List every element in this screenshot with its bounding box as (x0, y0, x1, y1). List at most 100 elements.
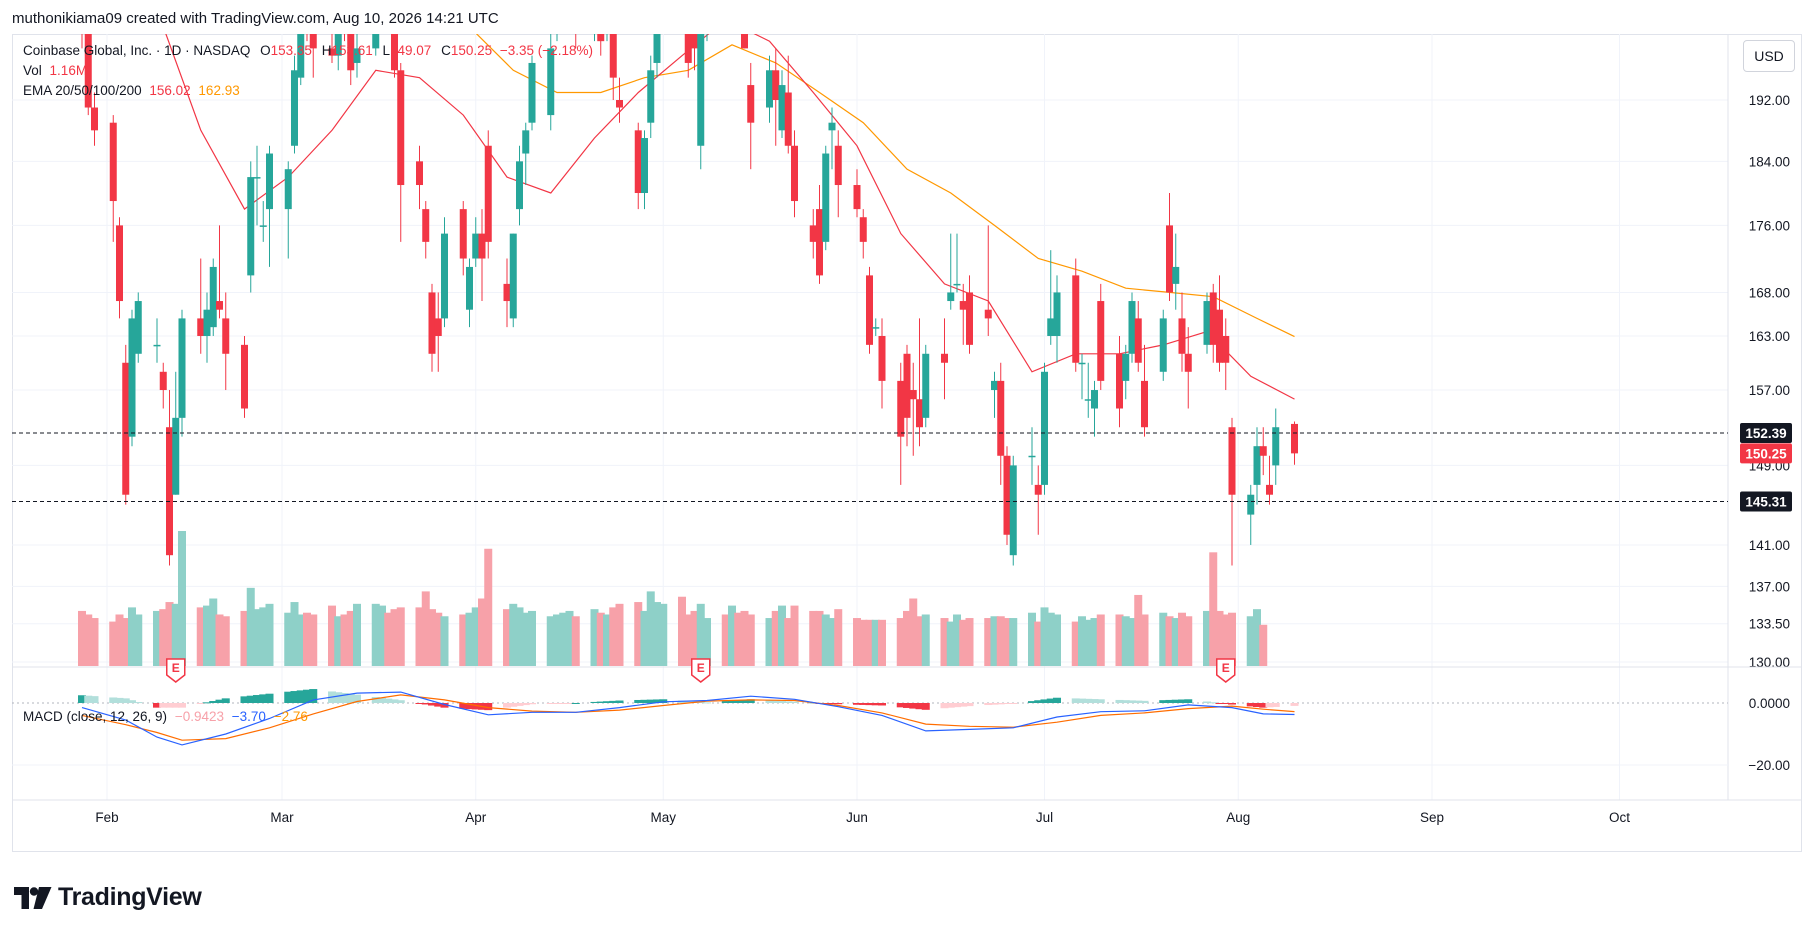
candle-body (1084, 399, 1092, 401)
candle-body (334, 34, 342, 56)
volume-bar (821, 614, 830, 666)
macd-label: MACD (close, 12, 26, 9) (23, 709, 168, 724)
macd-histogram-bar (246, 695, 255, 703)
volume-bar (396, 607, 405, 666)
candle-body (1159, 318, 1167, 372)
macd-histogram-bar (1084, 698, 1093, 703)
candle-body (903, 353, 911, 418)
macd-histogram-bar (440, 703, 449, 708)
candle-body (472, 233, 480, 259)
macd-histogram-bar (309, 689, 318, 703)
candle-body (1166, 225, 1173, 293)
volume-bar (203, 605, 211, 666)
macd-histogram-bar (953, 703, 961, 708)
volume-bar (878, 619, 886, 666)
candle-body (572, 6, 579, 34)
candle-body (554, 0, 561, 20)
volume-bar (1184, 616, 1193, 666)
macd-axis-tick-label: −20.00 (1748, 758, 1790, 773)
candle-body (1291, 423, 1298, 454)
volume-bar (953, 614, 961, 666)
candle-body (379, 0, 386, 6)
candle-body (859, 217, 867, 242)
candle-body (878, 335, 886, 381)
macd-histogram-bar (790, 701, 799, 703)
candle-body (741, 34, 748, 49)
candle-body (397, 70, 405, 186)
volume-bar (196, 607, 205, 666)
volume-bar (484, 548, 493, 666)
volume-bar (259, 607, 268, 666)
macd-histogram-bar (1078, 698, 1086, 703)
candle-body (422, 209, 430, 242)
macd-histogram-bar (384, 698, 393, 703)
candle-body (1209, 292, 1217, 345)
macd-histogram-bar (509, 703, 518, 707)
macd-histogram-bar (390, 699, 399, 703)
volume-bar (1028, 612, 1036, 666)
macd-histogram-bar (990, 703, 999, 705)
candle-body (209, 266, 217, 328)
macd-histogram-bar (596, 701, 605, 703)
price-axis-tick-label: 176.00 (1749, 218, 1790, 233)
time-axis-tick-label: Mar (270, 810, 294, 825)
tradingview-brand[interactable]: TradingView (14, 883, 202, 912)
volume-bar (646, 591, 655, 666)
currency-button[interactable]: USD (1743, 40, 1795, 72)
macd-histogram-bar (1053, 697, 1061, 703)
upper-level-price-tag (1740, 422, 1792, 443)
macd-histogram-bar (946, 703, 955, 708)
volume-bar (421, 591, 430, 666)
chart-panel[interactable] (12, 34, 1802, 852)
candle-body (1116, 353, 1123, 409)
volume-bar (303, 612, 311, 666)
candle-body (953, 283, 961, 286)
candle-body (297, 34, 305, 78)
candle-body (91, 107, 98, 131)
time-axis-tick-label: Oct (1609, 810, 1630, 825)
macd-histogram-bar (203, 702, 211, 704)
macd-histogram-bar (1184, 699, 1193, 703)
ema-label: EMA 20/50/100/200 (23, 83, 142, 98)
volume-bar (990, 616, 999, 666)
volume-bar (353, 603, 361, 666)
volume-bar (1215, 610, 1224, 666)
candle-body (1272, 427, 1280, 466)
ema50-line (475, 34, 1295, 338)
volume-bar (590, 609, 599, 666)
volume-bar (178, 531, 186, 666)
candle-body (866, 275, 873, 345)
macd-histogram-bar (346, 693, 355, 703)
candle-body (747, 85, 755, 123)
macd-histogram-bar (1259, 703, 1268, 708)
candle-body (484, 145, 492, 242)
candle-body (704, 0, 711, 27)
price-axis-tick-label: 184.00 (1749, 154, 1790, 169)
volume-bar (721, 614, 730, 666)
volume-bar (115, 614, 124, 666)
macd-histogram-bar (1090, 699, 1099, 703)
candle-body (1216, 309, 1223, 363)
macd-histogram-bar (834, 703, 843, 705)
candle-body (284, 169, 292, 210)
macd-histogram-bar (959, 703, 968, 707)
candle-body (1091, 390, 1098, 409)
volume-bar (1246, 616, 1255, 666)
volume-bar (828, 618, 836, 666)
volume-bar (996, 616, 1005, 666)
volume-bar (78, 610, 86, 666)
earnings-marker: E (1216, 658, 1236, 683)
volume-bar (634, 602, 643, 666)
volume-bar (1121, 616, 1130, 666)
candle-body (116, 225, 123, 302)
macd-histogram-bar (178, 703, 186, 708)
volume-bar (696, 603, 705, 666)
volume-label: Vol (23, 63, 42, 78)
volume-bar (221, 616, 230, 666)
volume-bar (90, 618, 99, 666)
macd-histogram-bar (646, 699, 655, 703)
candle-body (816, 209, 823, 276)
macd-histogram-bar (378, 697, 386, 703)
candle-body (441, 233, 448, 319)
